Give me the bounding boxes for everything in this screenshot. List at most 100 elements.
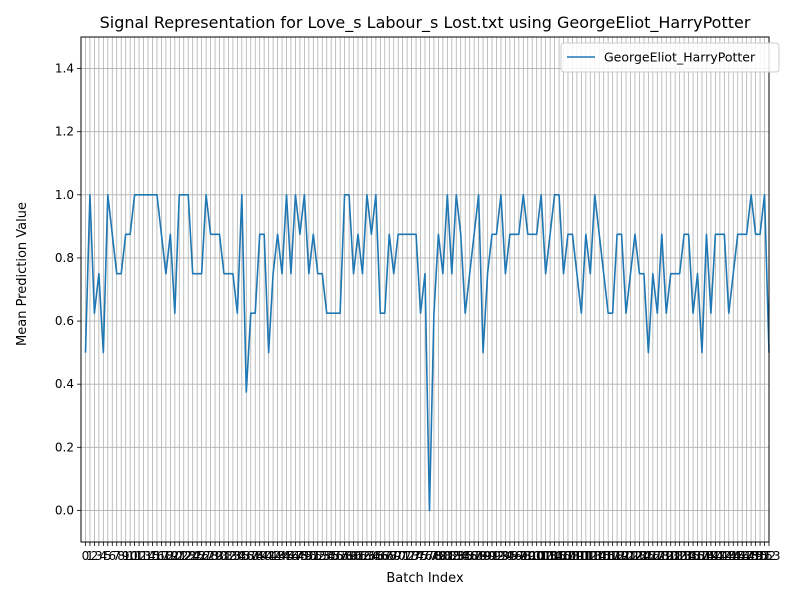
- x-tick-label: 34: [230, 549, 245, 563]
- x-tick-label: 108: [557, 549, 580, 563]
- x-tick-label: 36: [239, 549, 254, 563]
- x-tick-label: 93: [493, 549, 508, 563]
- legend: GeorgeEliot_HarryPotter: [560, 42, 780, 73]
- x-tick-label: 90: [480, 549, 495, 563]
- x-tick-label: 96: [507, 549, 522, 563]
- x-tick-label: 115: [588, 549, 611, 563]
- y-tick-label: 0.4: [55, 377, 74, 391]
- x-tick-label: 27: [198, 549, 213, 563]
- x-tick-label: 78: [426, 549, 441, 563]
- y-grid: [81, 68, 769, 511]
- x-tick-label: 62: [355, 549, 370, 563]
- x-tick-label: 100: [521, 549, 544, 563]
- x-tick-label: 60: [346, 549, 361, 563]
- x-tick-label: 98: [516, 549, 531, 563]
- x-tick-label: 83: [449, 549, 464, 563]
- x-tick-label: 68: [382, 549, 397, 563]
- x-axis-ticks: 0123456789101112131415161718192021222324…: [82, 542, 781, 563]
- x-tick-label: 1: [86, 549, 94, 563]
- x-tick-label: 65: [368, 549, 383, 563]
- x-tick-label: 11: [127, 549, 142, 563]
- x-tick-label: 97: [511, 549, 526, 563]
- x-tick-label: 58: [337, 549, 352, 563]
- x-tick-label: 4: [100, 549, 108, 563]
- y-tick-label: 1.2: [55, 125, 74, 139]
- legend-box: [560, 42, 780, 73]
- x-tick-label: 82: [444, 549, 459, 563]
- x-tick-label: 91: [484, 549, 499, 563]
- x-tick-label: 129: [650, 549, 673, 563]
- x-tick-label: 33: [225, 549, 240, 563]
- x-tick-label: 104: [539, 549, 562, 563]
- x-tick-label: 133: [668, 549, 691, 563]
- x-tick-label: 32: [221, 549, 236, 563]
- x-tick-label: 24: [185, 549, 200, 563]
- x-tick-label: 149: [740, 549, 763, 563]
- x-tick-label: 22: [176, 549, 191, 563]
- x-tick-label: 107: [552, 549, 575, 563]
- x-tick-label: 147: [731, 549, 754, 563]
- x-tick-label: 95: [502, 549, 517, 563]
- y-tick-label: 1.4: [55, 62, 74, 76]
- x-tick-label: 110: [565, 549, 588, 563]
- x-tick-label: 74: [408, 549, 423, 563]
- x-tick-label: 52: [310, 549, 325, 563]
- x-tick-label: 146: [726, 549, 749, 563]
- x-tick-label: 48: [292, 549, 307, 563]
- x-tick-label: 137: [686, 549, 709, 563]
- x-tick-label: 19: [163, 549, 178, 563]
- y-axis-ticks: 0.0 0.2 0.4 0.6 0.8 1.0 1.2 1.4: [55, 62, 81, 517]
- x-tick-label: 37: [243, 549, 258, 563]
- x-tick-label: 126: [637, 549, 660, 563]
- x-tick-label: 10: [123, 549, 138, 563]
- x-tick-label: 59: [341, 549, 356, 563]
- x-tick-label: 125: [632, 549, 655, 563]
- x-tick-label: 2: [91, 549, 99, 563]
- x-tick-label: 15: [145, 549, 160, 563]
- x-tick-label: 39: [252, 549, 267, 563]
- x-tick-label: 57: [332, 549, 347, 563]
- x-tick-label: 99: [520, 549, 535, 563]
- series-line-georgeeliot-harrypotter: [84, 194, 770, 512]
- x-tick-label: 116: [592, 549, 615, 563]
- x-tick-label: 54: [319, 549, 334, 563]
- x-tick-label: 12: [131, 549, 146, 563]
- y-tick-label: 0.2: [55, 440, 74, 454]
- x-tick-label: 105: [543, 549, 566, 563]
- x-tick-label: 122: [619, 549, 642, 563]
- x-tick-label: 113: [579, 549, 602, 563]
- x-tick-label: 53: [315, 549, 330, 563]
- x-tick-label: 73: [404, 549, 419, 563]
- x-tick-label: 26: [194, 549, 209, 563]
- x-tick-label: 13: [136, 549, 151, 563]
- x-tick-label: 153: [758, 549, 781, 563]
- x-tick-label: 0: [82, 549, 90, 563]
- x-tick-label: 140: [699, 549, 722, 563]
- y-tick-label: 0.0: [55, 503, 74, 517]
- x-tick-label: 30: [212, 549, 227, 563]
- x-tick-label: 29: [207, 549, 222, 563]
- x-axis-label: Batch Index: [386, 571, 464, 586]
- x-tick-label: 79: [431, 549, 446, 563]
- x-tick-label: 45: [279, 549, 294, 563]
- x-tick-label: 101: [525, 549, 548, 563]
- x-tick-label: 50: [301, 549, 316, 563]
- x-tick-label: 89: [475, 549, 490, 563]
- x-tick-label: 75: [413, 549, 428, 563]
- x-tick-label: 142: [708, 549, 731, 563]
- x-tick-label: 106: [548, 549, 571, 563]
- x-tick-label: 118: [601, 549, 624, 563]
- x-tick-label: 109: [561, 549, 584, 563]
- x-tick-label: 117: [597, 549, 620, 563]
- x-tick-label: 69: [386, 549, 401, 563]
- x-tick-label: 144: [717, 549, 740, 563]
- x-tick-label: 76: [417, 549, 432, 563]
- x-tick-label: 124: [628, 549, 651, 563]
- x-tick-label: 14: [140, 549, 155, 563]
- x-tick-label: 141: [704, 549, 727, 563]
- x-tick-label: 85: [458, 549, 473, 563]
- x-tick-label: 41: [261, 549, 276, 563]
- x-tick-label: 16: [149, 549, 164, 563]
- x-tick-label: 46: [283, 549, 298, 563]
